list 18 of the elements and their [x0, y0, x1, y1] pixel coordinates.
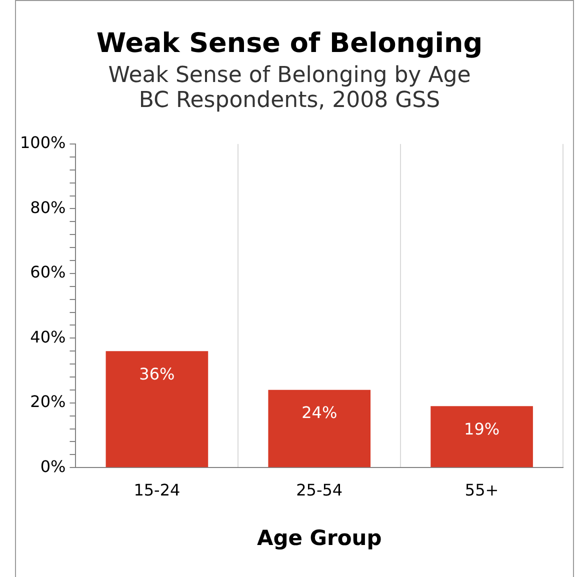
- y-tick-label: 20%: [30, 392, 66, 412]
- data-label: 24%: [302, 403, 338, 422]
- chart-title: Weak Sense of Belonging: [96, 28, 483, 60]
- data-label: 36%: [139, 364, 175, 384]
- x-tick-label: 25-54: [296, 480, 343, 500]
- data-label: 19%: [464, 419, 500, 438]
- y-tick-label: 60%: [30, 262, 66, 282]
- bar: [106, 351, 208, 468]
- bar: [268, 390, 371, 468]
- bar: [430, 406, 533, 468]
- x-tick-label: 55+: [464, 480, 499, 500]
- y-tick-label: 80%: [30, 198, 66, 217]
- chart-subtitle: Weak Sense of Belonging by Age BC Respondents, 2008 GSS: [108, 62, 471, 114]
- y-tick-label: 0%: [40, 456, 66, 476]
- y-tick-label: 100%: [20, 133, 66, 152]
- y-tick-label: 40%: [30, 327, 66, 346]
- x-tick-label: 15-24: [134, 480, 180, 500]
- x-axis-title: Age Group: [256, 526, 382, 550]
